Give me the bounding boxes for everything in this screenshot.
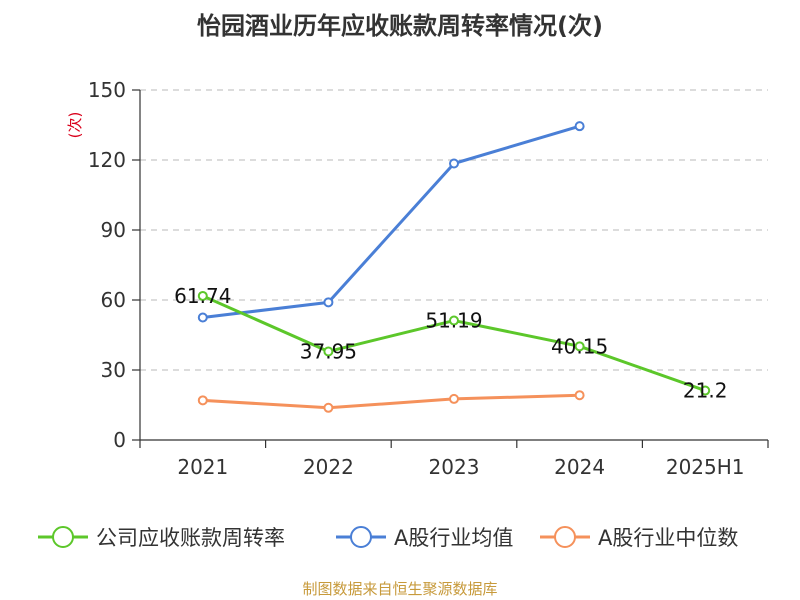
y-tick-label: 120 bbox=[88, 148, 126, 172]
data-point bbox=[197, 312, 208, 323]
y-tick-label: 0 bbox=[113, 428, 126, 452]
data-label: 37.95 bbox=[300, 339, 357, 363]
legend-item-2: A股行业均值 bbox=[336, 526, 513, 550]
x-tick-label: 2025H1 bbox=[666, 455, 745, 479]
series-1 bbox=[197, 290, 711, 396]
data-label: 21.2 bbox=[683, 379, 728, 403]
x-tick-label: 2021 bbox=[177, 455, 228, 479]
legend-label: 公司应收账款周转率 bbox=[96, 526, 285, 550]
data-labels: 61.74 37.95 51.19 40.15 21.2 bbox=[174, 284, 727, 403]
series-2 bbox=[197, 121, 585, 323]
legend-marker bbox=[554, 526, 576, 548]
legend: 公司应收账款周转率 A股行业均值 A股行业中位数 bbox=[38, 526, 738, 550]
chart-title: 怡园酒业历年应收账款周转率情况(次) bbox=[197, 12, 603, 40]
x-tick-labels: 2021 2022 2023 2024 2025H1 bbox=[177, 455, 744, 479]
legend-label: A股行业均值 bbox=[394, 526, 513, 550]
data-source-note: 制图数据来自恒生聚源数据库 bbox=[302, 580, 498, 598]
data-point bbox=[323, 402, 334, 413]
series-line bbox=[202, 393, 580, 410]
data-point bbox=[449, 315, 459, 326]
y-tick-label: 30 bbox=[101, 358, 126, 382]
series-3 bbox=[197, 390, 585, 413]
x-tick-label: 2024 bbox=[554, 455, 605, 479]
y-axis-label: (次) bbox=[66, 112, 84, 139]
data-point bbox=[323, 297, 334, 308]
data-point bbox=[574, 121, 585, 132]
series-line bbox=[202, 124, 581, 319]
data-label: 40.15 bbox=[551, 334, 608, 358]
data-point bbox=[700, 385, 711, 396]
y-tick-label: 150 bbox=[88, 78, 126, 102]
y-tick-labels: 0 30 60 90 120 150 bbox=[88, 78, 126, 452]
legend-item-1: 公司应收账款周转率 bbox=[38, 526, 285, 550]
data-point bbox=[574, 390, 585, 401]
series-lines bbox=[197, 121, 711, 413]
legend-marker bbox=[52, 526, 74, 548]
data-label: 51.19 bbox=[425, 309, 482, 333]
axes bbox=[132, 89, 769, 448]
y-tick-label: 90 bbox=[101, 218, 126, 242]
legend-marker bbox=[350, 526, 372, 548]
data-label: 61.74 bbox=[174, 284, 231, 308]
data-point bbox=[197, 290, 208, 301]
data-point bbox=[323, 346, 334, 357]
x-tick-label: 2023 bbox=[429, 455, 480, 479]
data-point bbox=[449, 393, 459, 404]
x-tick-label: 2022 bbox=[303, 455, 354, 479]
legend-label: A股行业中位数 bbox=[598, 526, 738, 550]
data-point bbox=[574, 341, 585, 352]
legend-item-3: A股行业中位数 bbox=[540, 526, 738, 550]
data-point bbox=[449, 158, 459, 169]
data-point bbox=[197, 395, 208, 406]
y-tick-label: 60 bbox=[101, 288, 126, 312]
